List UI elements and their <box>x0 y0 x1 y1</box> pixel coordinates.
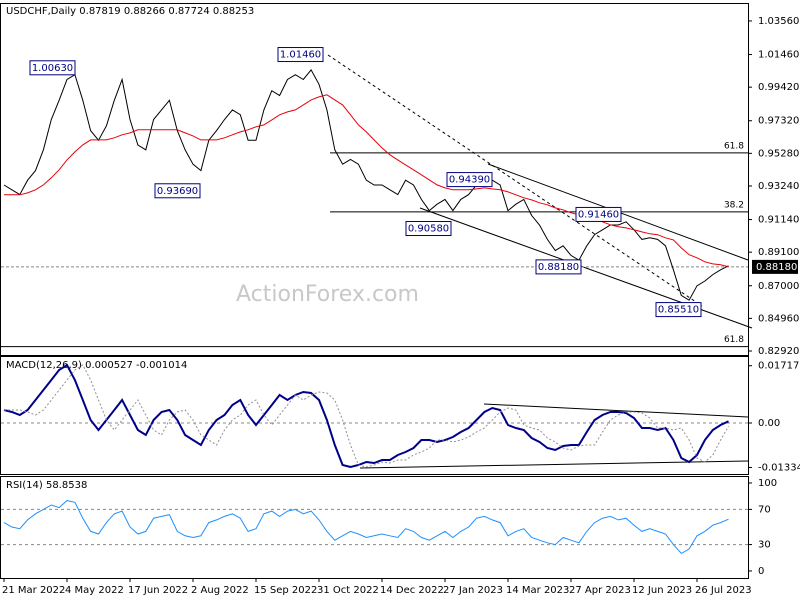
price-label: 1.01460 <box>280 50 321 61</box>
price-label-box <box>29 60 76 76</box>
macd-panel <box>0 356 749 475</box>
x-tick-label: 27 Apr 2023 <box>569 585 631 596</box>
macd-trend-line <box>359 460 749 469</box>
series-line <box>4 94 729 268</box>
y-tick-label: 100 <box>758 478 777 489</box>
x-tick-label: 21 Mar 2022 <box>2 585 65 596</box>
y-tick-label: 0.95280 <box>758 148 799 159</box>
rsi-panel <box>0 476 749 579</box>
x-tick-label: 14 Mar 2023 <box>506 585 569 596</box>
price-label-box <box>277 47 324 63</box>
price-label: 0.91460 <box>578 209 619 220</box>
price-label: 0.94390 <box>449 175 490 186</box>
panel-title: RSI(14) 58.8538 <box>6 480 87 491</box>
price-label-box <box>655 302 702 318</box>
y-tick-label: 0.99420 <box>758 82 799 93</box>
y-tick-label: 0 <box>758 566 764 577</box>
y-tick-label: 0.89100 <box>758 247 799 258</box>
y-tick-label: 0.82920 <box>758 346 799 357</box>
x-tick-label: 31 Oct 2022 <box>317 585 379 596</box>
price-label: 0.88180 <box>538 262 579 273</box>
y-tick-label: 0.97320 <box>758 116 799 127</box>
fib-label: 61.8 <box>724 335 744 345</box>
price-label: 0.90580 <box>408 224 449 235</box>
price-label-box <box>535 259 582 275</box>
y-tick-label: 0.00 <box>758 418 780 429</box>
macd-trend-line <box>483 403 749 418</box>
y-tick-label: 70 <box>758 504 771 515</box>
x-tick-label: 17 Jun 2022 <box>128 585 188 596</box>
price-label: 0.93690 <box>157 186 198 197</box>
y-tick-label: 0.017176 <box>758 361 800 372</box>
fib-label: 61.8 <box>724 141 744 151</box>
panel-title: MACD(12,26,9) 0.000527 -0.001014 <box>6 360 187 371</box>
y-tick-label: 1.01460 <box>758 50 799 61</box>
price-label-box <box>446 172 493 188</box>
y-tick-label: 30 <box>758 540 771 551</box>
x-tick-label: 4 May 2022 <box>65 585 124 596</box>
x-tick-label: 14 Dec 2022 <box>380 585 444 596</box>
price-label-box <box>405 221 452 237</box>
price-label: 0.85510 <box>658 305 699 316</box>
series-line <box>4 364 729 468</box>
x-tick-label: 27 Jan 2023 <box>443 585 503 596</box>
price-label-box <box>575 206 622 222</box>
chart-title: USDCHF,Daily 0.87819 0.88266 0.87724 0.8… <box>6 6 254 17</box>
fib-label: 38.2 <box>724 200 744 210</box>
series-line <box>3 500 729 555</box>
price-panel <box>0 3 749 356</box>
x-tick-label: 2 Aug 2022 <box>191 585 249 596</box>
last-price-tag <box>752 259 798 274</box>
y-tick-label: 0.84960 <box>758 313 799 324</box>
series-line <box>3 363 729 469</box>
y-tick-label: -0.01334 <box>758 462 800 473</box>
x-tick-label: 15 Sep 2022 <box>254 585 317 596</box>
y-tick-label: 0.93240 <box>758 181 799 192</box>
price-label: 1.00630 <box>32 63 73 74</box>
y-tick-label: 1.03560 <box>758 16 799 27</box>
watermark: ActionForex.com <box>236 282 419 307</box>
x-tick-label: 12 Jun 2023 <box>632 585 692 596</box>
x-tick-label: 26 Jul 2023 <box>695 585 752 596</box>
y-tick-label: 0.91140 <box>758 215 799 226</box>
y-tick-label: 0.87000 <box>758 281 799 292</box>
price-label-box <box>154 183 201 199</box>
last-price-text: 0.88180 <box>756 262 797 273</box>
series-line <box>3 69 729 301</box>
